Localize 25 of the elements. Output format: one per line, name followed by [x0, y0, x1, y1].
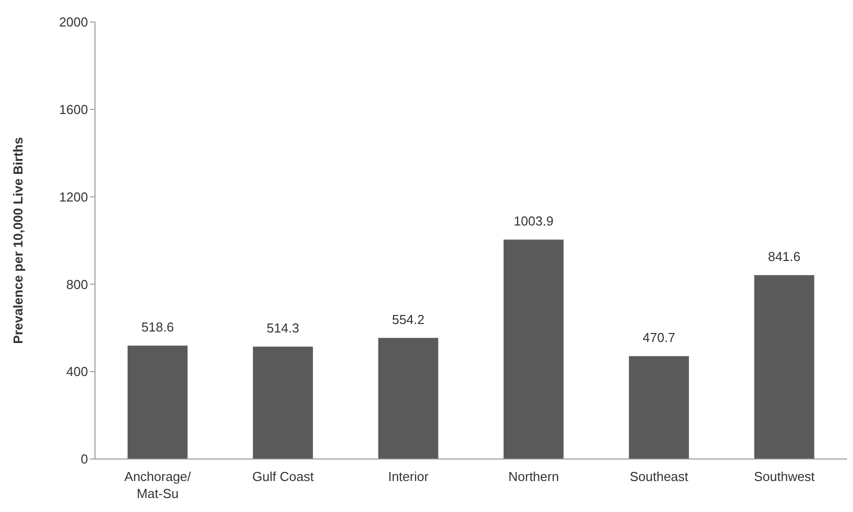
- y-tick-label: 1200: [59, 189, 88, 204]
- bar: [628, 356, 689, 459]
- y-tick-label: 0: [80, 452, 88, 467]
- bar: [504, 240, 564, 459]
- x-tick-label: Anchorage/ Mat-Su: [124, 469, 192, 501]
- bar: [754, 275, 814, 459]
- data-label: 841.6: [768, 249, 801, 264]
- x-tick-label: Southeast: [630, 469, 689, 484]
- x-tick-label: Gulf Coast: [252, 469, 314, 484]
- data-label: 470.7: [642, 330, 676, 346]
- y-tick-label: 400: [66, 364, 88, 380]
- data-label: 554.2: [392, 312, 425, 327]
- x-tick-label: Northern: [508, 469, 559, 484]
- data-label: 1003.9: [514, 214, 554, 229]
- x-tick-label: Interior: [388, 469, 430, 484]
- y-tick-label: 1600: [59, 102, 88, 118]
- data-label: 518.6: [141, 320, 174, 335]
- bar: [252, 346, 313, 459]
- bar: [378, 338, 438, 459]
- y-tick-label: 2000: [59, 14, 88, 30]
- y-axis-title: Prevalence per 10,000 Live Births: [10, 137, 26, 344]
- x-tick-label: Southwest: [754, 469, 816, 484]
- bar: [128, 346, 188, 459]
- data-label: 514.3: [266, 320, 300, 336]
- y-tick-label: 800: [66, 276, 88, 292]
